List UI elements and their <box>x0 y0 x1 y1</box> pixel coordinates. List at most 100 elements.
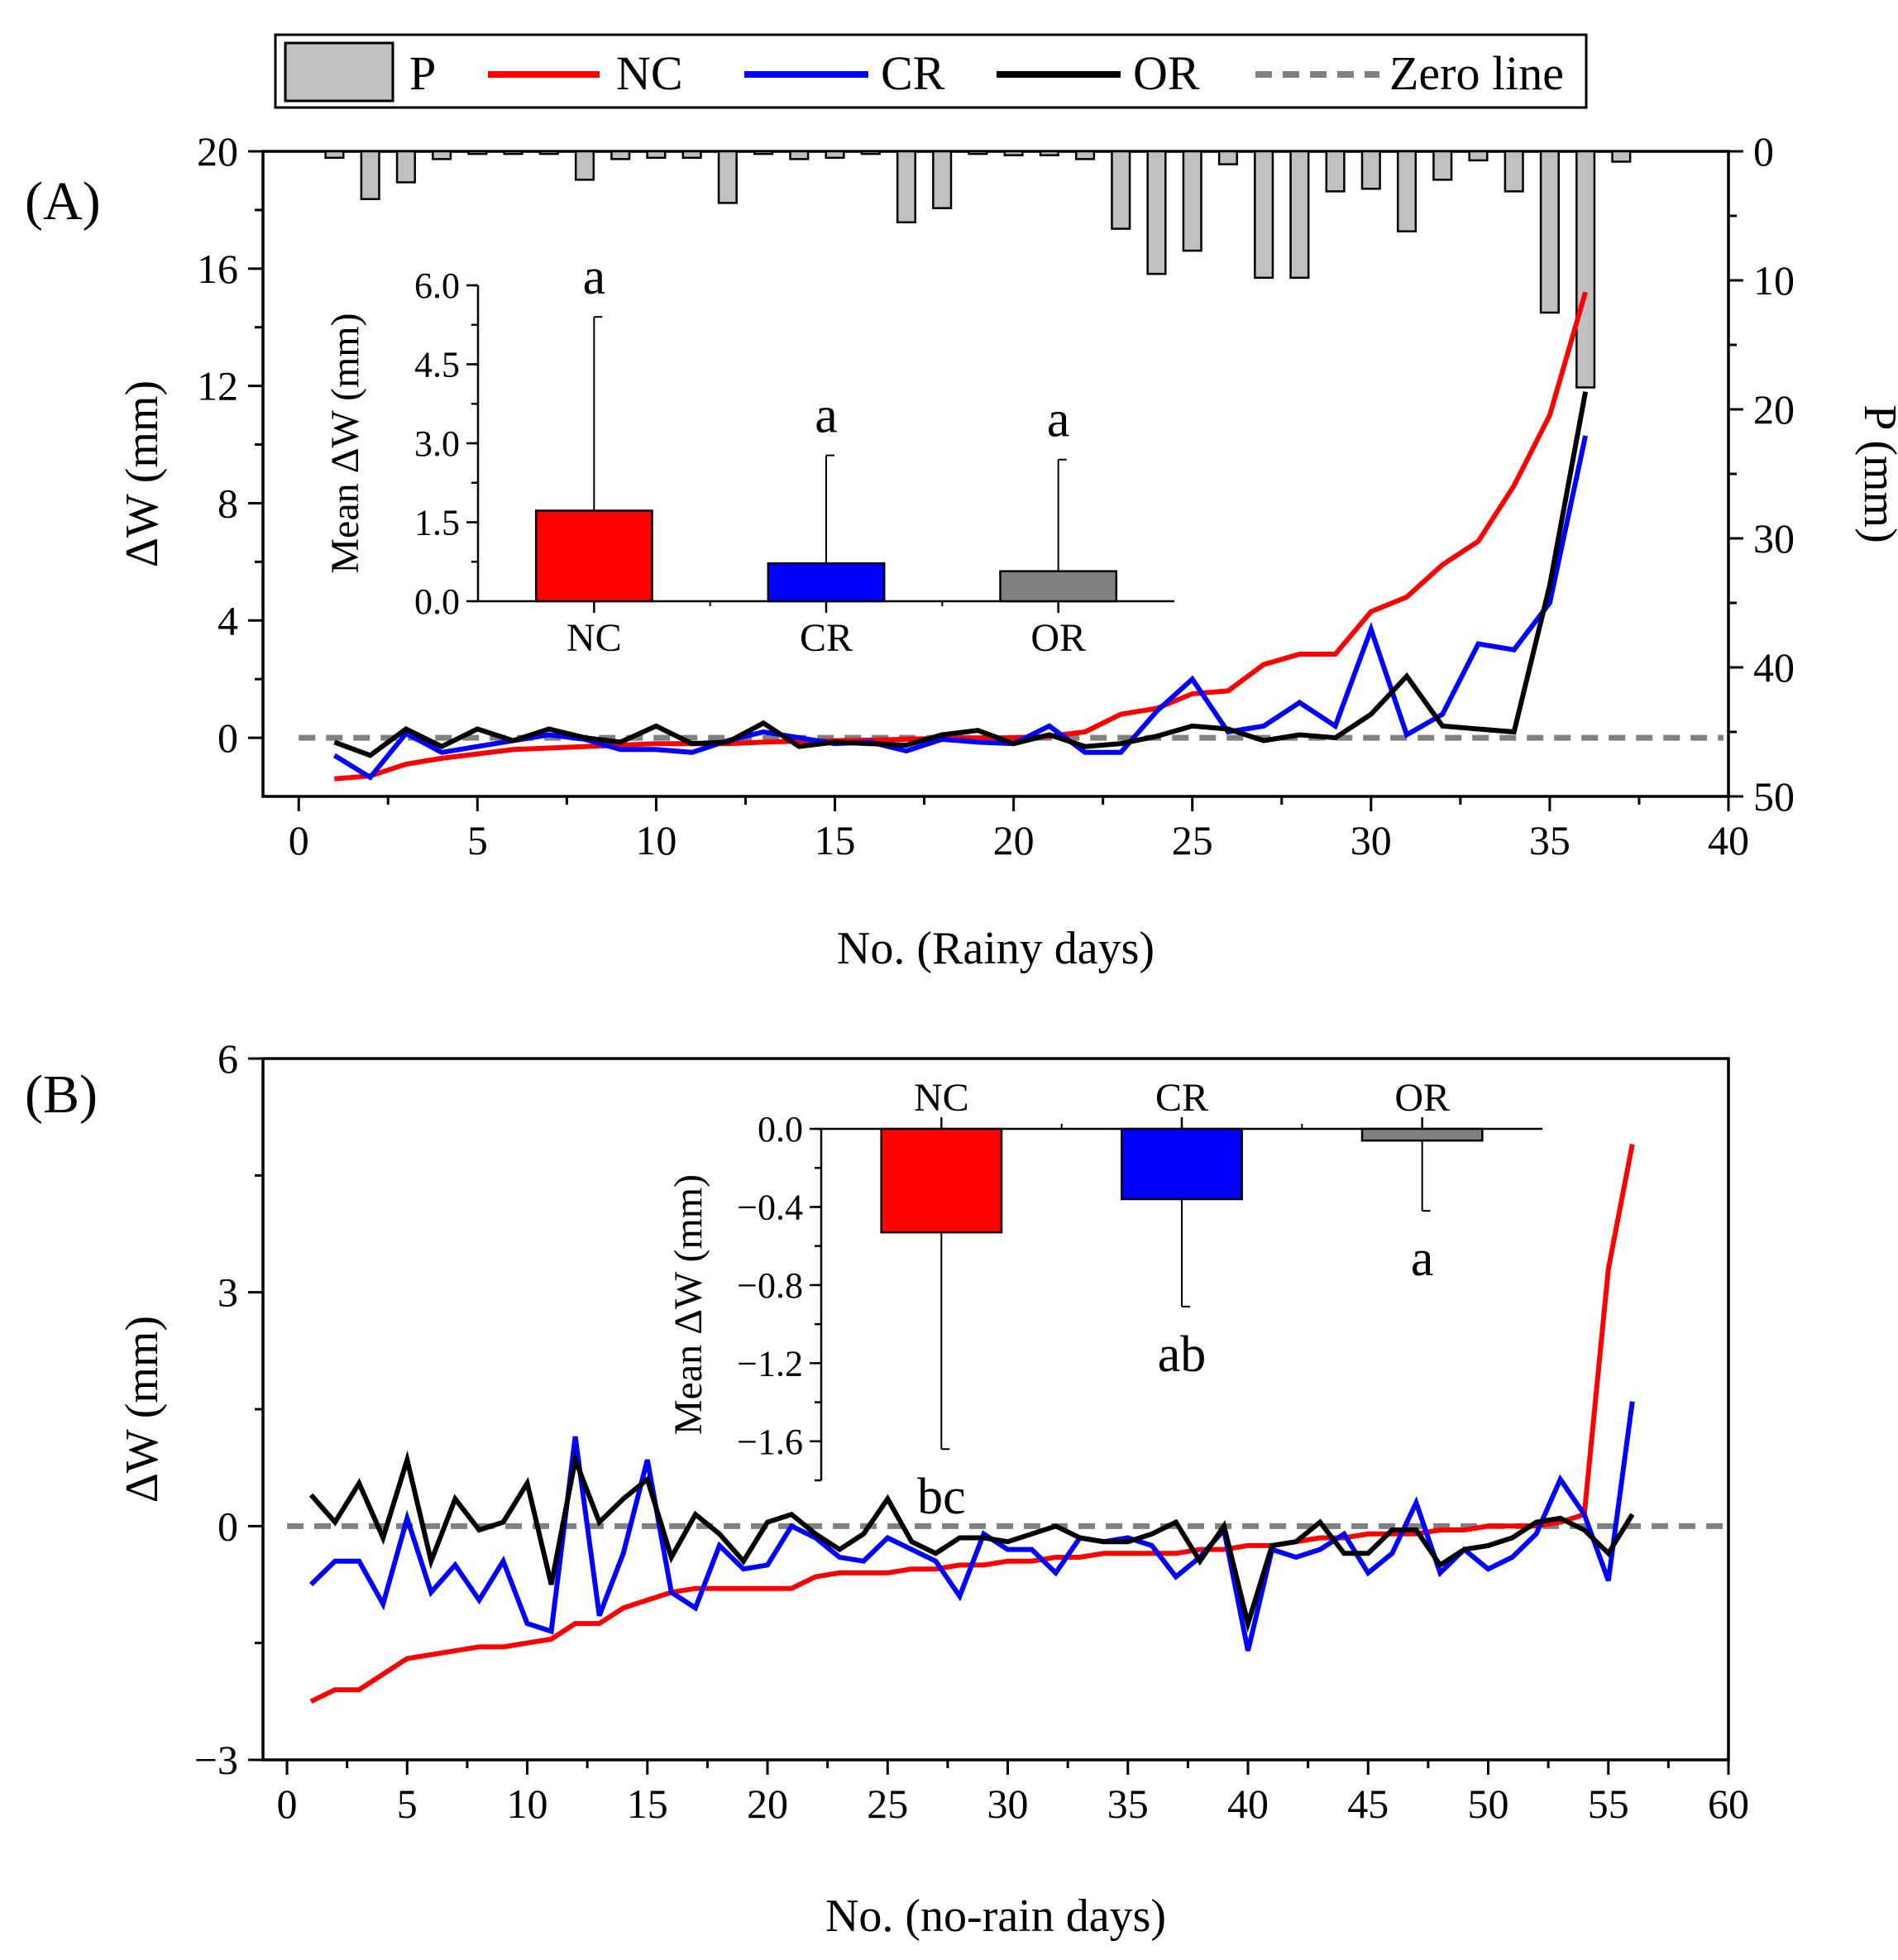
x-tick-label: 55 <box>1588 1781 1629 1827</box>
inset-category-label-cr: CR <box>1155 1076 1208 1120</box>
y2-tick-label: 50 <box>1753 773 1795 820</box>
precip-bar <box>1575 150 1596 389</box>
inset-category-label-nc: NC <box>914 1076 969 1120</box>
legend-box <box>274 33 1588 109</box>
inset-significance-letter-cr: a <box>815 388 838 444</box>
inset-y-axis-label: Mean ΔW (mm) <box>323 313 367 573</box>
inset-y-tick-label: 0.0 <box>414 581 460 622</box>
panel-label-a: (A) <box>25 171 101 232</box>
precip-bar <box>1111 150 1131 230</box>
precip-bar <box>1074 150 1096 160</box>
panel-a: 0 5 10 15 20 25 30 35 40 0 4 8 12 16 20 No. (Rainy days… <box>25 128 1898 974</box>
inset-y-tick-label: −0.4 <box>737 1187 803 1227</box>
precip-bar <box>1003 150 1024 156</box>
precip-bar <box>360 150 380 200</box>
precip-bar <box>860 150 881 155</box>
x-tick-label: 40 <box>1708 817 1749 863</box>
inset-category-label-cr: CR <box>800 616 853 660</box>
inset-y-tick-label: 6.0 <box>414 265 460 306</box>
precip-bar <box>432 150 452 160</box>
y-tick-label: 12 <box>197 363 238 409</box>
legend-label-zero: Zero line <box>1389 46 1564 100</box>
inset-y-tick-label: 4.5 <box>414 345 460 385</box>
inset-y-tick-label: −1.2 <box>737 1343 803 1384</box>
x-tick-label: 10 <box>507 1781 548 1827</box>
inset-significance-letter-nc: bc <box>917 1469 966 1525</box>
precip-bar <box>1468 150 1489 162</box>
precip-bar <box>1182 150 1202 252</box>
legend-label-or: OR <box>1133 46 1200 100</box>
y-tick-label: 0 <box>218 1503 238 1549</box>
y-axis-label-a: ΔW (mm) <box>117 380 168 567</box>
y2-tick-label: 40 <box>1753 644 1795 691</box>
x-tick-label: 0 <box>277 1781 298 1827</box>
inset-y-tick-label: 3.0 <box>414 423 460 464</box>
inset-category-label-nc: NC <box>567 616 622 660</box>
precip-bar <box>1360 150 1381 190</box>
x-tick-label: 30 <box>1351 817 1392 863</box>
precip-bar <box>1504 150 1524 193</box>
precip-bar <box>896 150 917 224</box>
x-axis-label-a: No. (Rainy days) <box>837 923 1155 974</box>
series-line-or <box>308 1450 1635 1633</box>
y2-axis-label-p: P (mm) <box>1854 404 1898 543</box>
precip-bar <box>1254 150 1274 280</box>
x-tick-label: 50 <box>1468 1781 1509 1827</box>
precip-bar <box>1146 150 1167 275</box>
series-line-or <box>333 391 1589 758</box>
y2-tick-label: 0 <box>1753 128 1774 174</box>
x-tick-label: 20 <box>747 1781 788 1827</box>
inset-y-tick-label: 1.5 <box>414 503 460 543</box>
precip-bar <box>610 150 631 160</box>
x-tick-label: 35 <box>1529 817 1571 863</box>
inset-bar-cr <box>767 562 886 603</box>
inset-significance-letter-nc: a <box>583 249 606 305</box>
x-tick-label: 5 <box>467 817 488 863</box>
precip-bar <box>825 150 845 160</box>
series-line-nc <box>334 291 1588 782</box>
y2-tick-label: 30 <box>1753 515 1795 562</box>
precip-bar <box>467 150 488 155</box>
y-tick-label: 8 <box>218 480 238 526</box>
inset-y-tick-label: −1.6 <box>737 1422 803 1462</box>
y-tick-label: −3 <box>194 1737 238 1783</box>
x-tick-label: 15 <box>627 1781 668 1827</box>
inset-significance-letter-cr: ab <box>1158 1327 1207 1383</box>
legend: P NC CR OR Zero line <box>274 33 1588 109</box>
precip-bar <box>324 150 345 160</box>
precip-bar <box>1432 150 1453 181</box>
y-tick-label: 0 <box>218 715 238 761</box>
precip-bar <box>503 150 524 155</box>
x-tick-label: 25 <box>1172 817 1213 863</box>
y-tick-label: 4 <box>218 597 238 643</box>
inset-category-label-or: OR <box>1030 616 1086 660</box>
legend-label-cr: CR <box>881 46 945 100</box>
precip-bar <box>1039 150 1059 156</box>
precip-bar <box>1325 150 1346 193</box>
precip-bar <box>1539 150 1560 314</box>
inset-y-axis-label: Mean ΔW (mm) <box>667 1174 710 1435</box>
x-tick-label: 40 <box>1227 1781 1269 1827</box>
series-line-cr <box>332 435 1589 781</box>
x-tick-label: 45 <box>1347 1781 1389 1827</box>
x-tick-label: 5 <box>397 1781 418 1827</box>
y-axis-label-b: ΔW (mm) <box>117 1316 168 1503</box>
precip-bar <box>717 150 738 204</box>
x-axis-label-b: No. (no-rain days) <box>825 1891 1166 1942</box>
x-tick-label: 60 <box>1708 1781 1749 1827</box>
precip-bar <box>1289 150 1310 280</box>
y-tick-label: 3 <box>218 1269 238 1316</box>
series-line-cr <box>309 1401 1635 1652</box>
y2-tick-label: 20 <box>1753 386 1795 433</box>
precip-bar <box>681 150 702 160</box>
precip-bar <box>753 150 774 155</box>
inset-y-tick-label: −0.8 <box>737 1265 803 1306</box>
y2-tick-label: 10 <box>1753 257 1795 304</box>
y-tick-label: 20 <box>197 128 238 174</box>
precip-bar <box>968 150 988 155</box>
inset-bar-or <box>999 570 1118 603</box>
precip-bar <box>932 150 953 209</box>
precip-bar <box>646 150 667 160</box>
y-tick-label: 6 <box>218 1035 238 1082</box>
y-tick-label: 16 <box>197 246 238 292</box>
